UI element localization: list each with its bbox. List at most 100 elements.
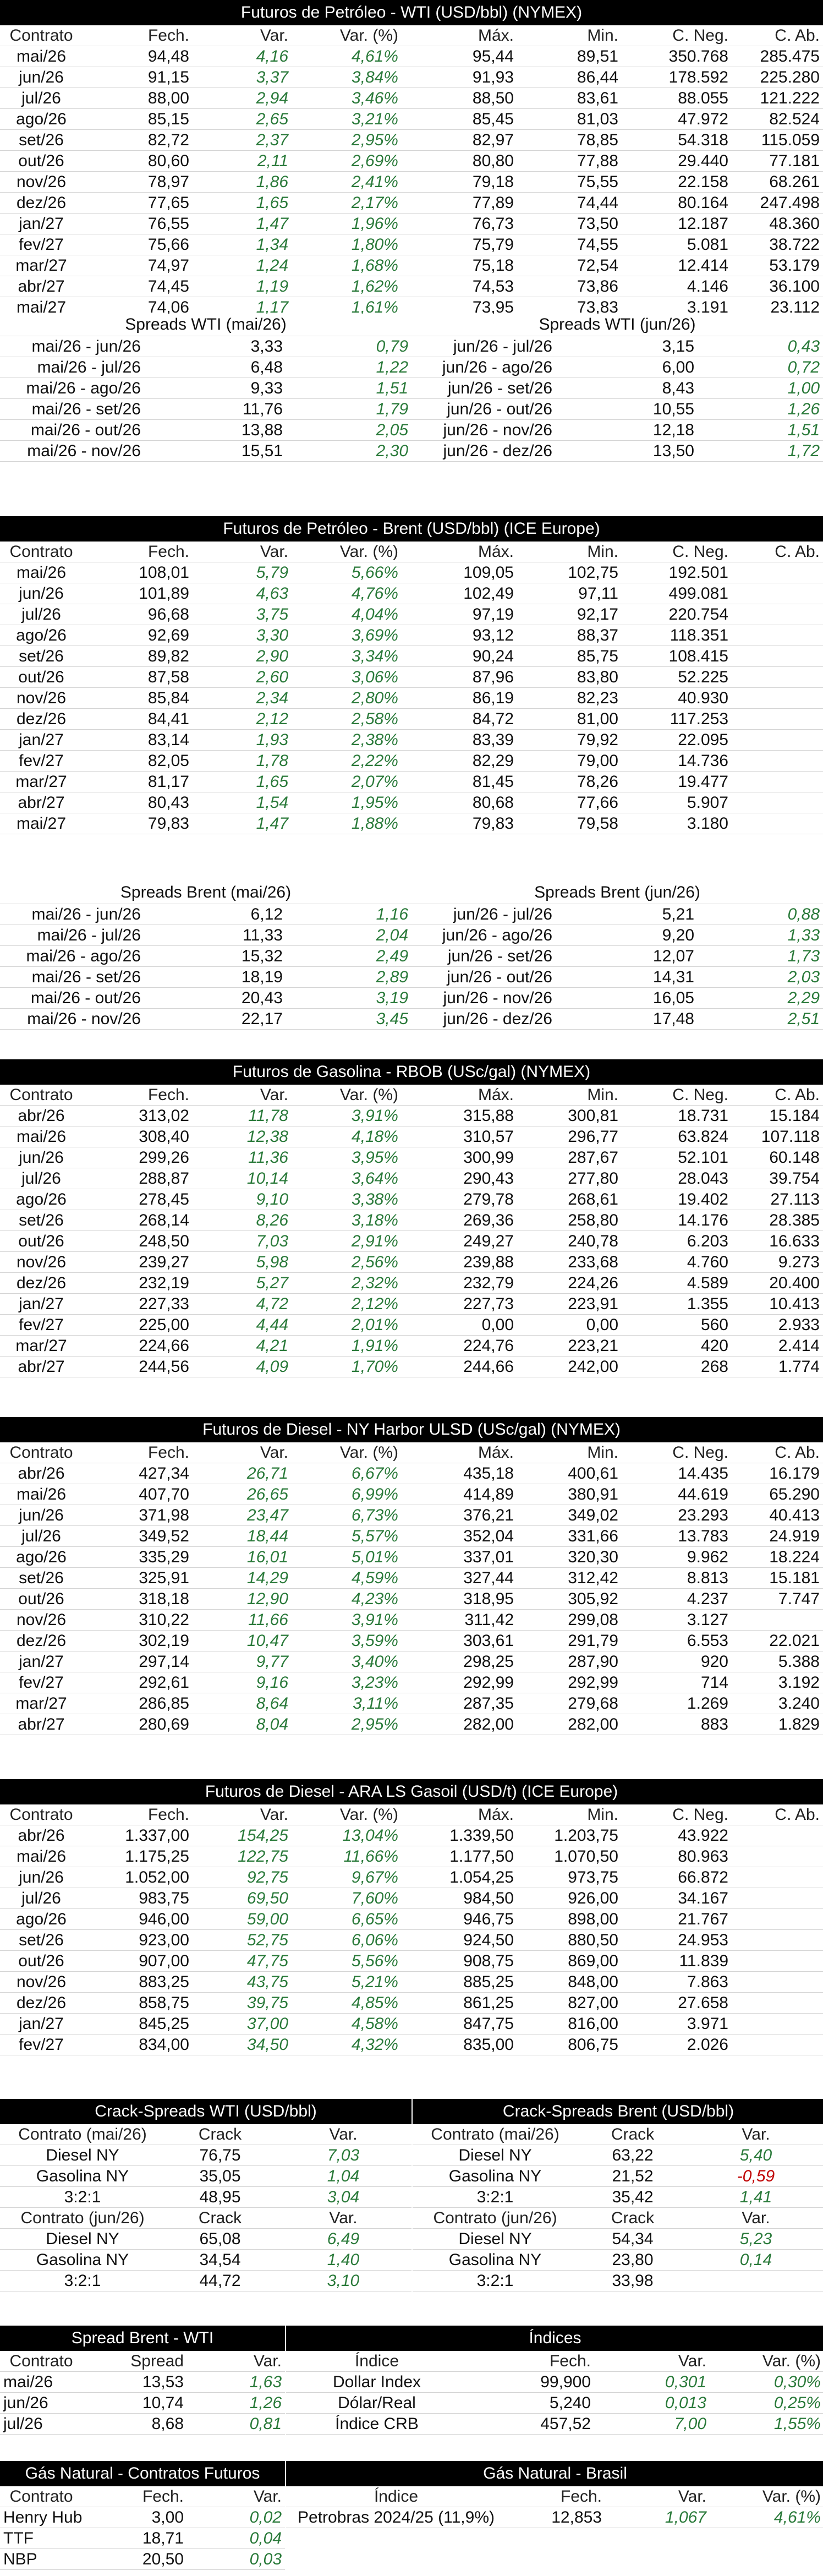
value-cell: 121.222 xyxy=(732,87,823,109)
contract-cell: fev/27 xyxy=(0,2034,83,2055)
value-cell: 297,14 xyxy=(83,1651,193,1672)
value-cell: 6.553 xyxy=(622,1630,732,1651)
indices-table: Índice Fech. Var. Var. (%) Dollar Index 99,90… xyxy=(286,2351,823,2435)
spread-row: mai/26 - nov/26 15,51 2,30 xyxy=(0,440,412,462)
contract-cell: set/26 xyxy=(0,129,83,151)
contract-cell: set/26 xyxy=(0,646,83,667)
contract-cell: mai/26 xyxy=(0,46,83,67)
spread-value: 2,05 xyxy=(286,419,412,441)
value-cell: 22.095 xyxy=(622,729,732,751)
ulsd-table: Contrato Fech. Var. Var. (%) Máx. Min. C. Neg.… xyxy=(0,1442,823,1735)
column-header: Fech. xyxy=(83,1442,193,1463)
value-cell: 223,21 xyxy=(517,1335,622,1357)
value-cell: 82,29 xyxy=(402,750,517,772)
spread-value: 1,00 xyxy=(698,378,823,399)
column-header: Contrato (mai/26) xyxy=(0,2124,165,2145)
value-cell: 59,00 xyxy=(193,1908,292,1930)
table-row: Dollar Index 99,900 0,301 0,30% xyxy=(286,2371,823,2393)
spread-label: jun/26 - out/26 xyxy=(412,966,560,988)
value-cell: 1,19 xyxy=(193,276,292,297)
table-row: nov/26 239,27 5,98 2,56% 239,88 233,68 4.760 9.… xyxy=(0,1251,823,1273)
value-cell: 312,42 xyxy=(517,1567,622,1589)
contract-cell: out/26 xyxy=(0,1950,83,1972)
value-cell: 12,38 xyxy=(193,1126,292,1147)
value-cell: 3,37 xyxy=(193,67,292,88)
spread-value: 2,49 xyxy=(286,945,412,967)
value-cell: 94,48 xyxy=(83,46,193,67)
contract-cell: jun/26 xyxy=(0,1867,83,1888)
label-cell: Petrobras 2024/25 (11,9%) xyxy=(286,2507,506,2528)
column-header: Var. (%) xyxy=(292,1442,402,1463)
table-row: jul/26 983,75 69,50 7,60% 984,50 926,00 34.167 xyxy=(0,1888,823,1909)
value-cell: 88,37 xyxy=(517,625,622,646)
contract-cell: jan/27 xyxy=(0,1651,83,1672)
value-cell: 302,19 xyxy=(83,1630,193,1651)
value-cell: 220.754 xyxy=(622,604,732,625)
value-cell: 14.736 xyxy=(622,750,732,772)
table-row: set/26 923,00 52,75 6,06% 924,50 880,50 24.953 xyxy=(0,1929,823,1951)
value-cell: 22.021 xyxy=(732,1630,823,1651)
value-cell: 5,57% xyxy=(292,1525,402,1547)
contract-cell: nov/26 xyxy=(0,1609,83,1631)
spread-label: mai/26 - nov/26 xyxy=(0,440,149,462)
table-row: out/26 907,00 47,75 5,56% 908,75 869,00 11.839 xyxy=(0,1950,823,1972)
value-cell: 3,23% xyxy=(292,1672,402,1693)
column-header: Fech. xyxy=(468,2351,594,2372)
value-cell: 325,91 xyxy=(83,1567,193,1589)
spreads-wti-left-table: mai/26 - jun/26 3,33 0,79 mai/26 - jul/26 6,… xyxy=(0,336,412,462)
contract-cell: dez/26 xyxy=(0,1272,83,1294)
value-cell: 53.179 xyxy=(732,255,823,276)
value-cell: 1,24 xyxy=(193,255,292,276)
value-cell: 88.055 xyxy=(622,87,732,109)
table-row: out/26 80,60 2,11 2,69% 80,80 77,88 29.440 77.1… xyxy=(0,150,823,172)
value-cell: 1.052,00 xyxy=(83,1867,193,1888)
value-cell: 108.415 xyxy=(622,646,732,667)
value-cell: 8,04 xyxy=(193,1714,292,1735)
spread-value: 14,31 xyxy=(560,966,698,988)
table-row: Petrobras 2024/25 (11,9%) 12,853 1,067 4,61… xyxy=(286,2507,823,2528)
column-header: Var. xyxy=(688,2207,823,2229)
spread-value: 1,72 xyxy=(698,440,823,462)
value-cell: 249,27 xyxy=(402,1230,517,1252)
table-header-row: Contrato Fech. Var. Var. (%) Máx. Min. C. Neg.… xyxy=(0,1442,823,1463)
spread-label: mai/26 - jul/26 xyxy=(0,357,149,378)
value-cell: 2.026 xyxy=(622,2034,732,2055)
contract-cell: fev/27 xyxy=(0,750,83,772)
value-cell: 40.930 xyxy=(622,687,732,709)
table-row: nov/26 883,25 43,75 5,21% 885,25 848,00 7.863 xyxy=(0,1971,823,1993)
value-cell: 77,66 xyxy=(517,792,622,813)
crack-row: Diesel NY 76,75 7,03 xyxy=(0,2145,412,2166)
crack-label: Diesel NY xyxy=(0,2145,165,2166)
spread-label: jun/26 - dez/26 xyxy=(412,1008,560,1030)
value-cell: 92,17 xyxy=(517,604,622,625)
spread-value: 12,18 xyxy=(560,419,698,441)
value-cell: 68.261 xyxy=(732,171,823,193)
value-cell xyxy=(732,771,823,792)
spread-value: 2,30 xyxy=(286,440,412,462)
value-cell: 2,58% xyxy=(292,708,402,730)
spread-value: 11,76 xyxy=(149,398,286,420)
value-cell: 223,91 xyxy=(517,1293,622,1315)
table-header-row: Índice Fech. Var. Var. (%) xyxy=(286,2486,823,2507)
column-header: Var. (%) xyxy=(292,1804,402,1825)
column-header: Spread xyxy=(83,2351,187,2372)
value-cell: 22.158 xyxy=(622,171,732,193)
value-cell: 115.059 xyxy=(732,129,823,151)
spread-value: 6,00 xyxy=(560,357,698,378)
crack-label: 3:2:1 xyxy=(0,2270,165,2291)
spread-row: mai/26 - out/26 20,43 3,19 xyxy=(0,987,412,1009)
column-header: Fech. xyxy=(83,1804,193,1825)
table-row: set/26 89,82 2,90 3,34% 90,24 85,75 108.415 xyxy=(0,646,823,667)
spread-row: jun/26 - nov/26 12,18 1,51 xyxy=(412,419,823,441)
value-cell: 5.081 xyxy=(622,234,732,255)
value-cell: 37,00 xyxy=(193,2013,292,2034)
value-cell: 224,26 xyxy=(517,1272,622,1294)
value-cell: 225.280 xyxy=(732,67,823,88)
value-cell: 308,40 xyxy=(83,1126,193,1147)
value-cell: 349,52 xyxy=(83,1525,193,1547)
value-cell: 77.181 xyxy=(732,150,823,172)
value-cell: 1.054,25 xyxy=(402,1867,517,1888)
value-cell: 80.963 xyxy=(622,1846,732,1867)
value-cell xyxy=(732,708,823,730)
value-cell: 248,50 xyxy=(83,1230,193,1252)
